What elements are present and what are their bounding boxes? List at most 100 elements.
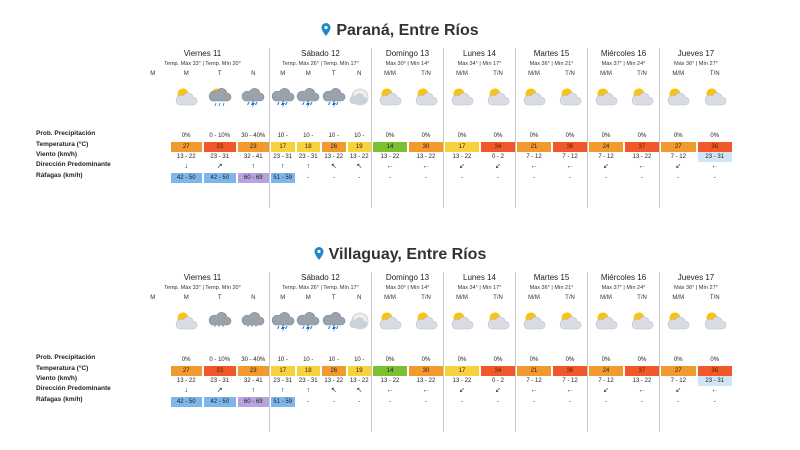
wind-cell [137, 376, 169, 386]
sun-cloud-icon [522, 310, 546, 332]
day-max-min: Máx 36° | Mín 27° [674, 285, 718, 291]
temp-cell: 19 [347, 142, 371, 152]
moon-cloud-icon [347, 310, 371, 332]
gust-cell: 60 - 69 [237, 173, 269, 183]
temp-cell: 17 [445, 142, 479, 152]
sun-cloud-icon [522, 86, 546, 108]
temp-cell: 30 [409, 142, 443, 152]
temp-cell: 19 [347, 366, 371, 376]
day-max-min: Máx 34° | Mín 17° [457, 285, 502, 291]
day-max-min: Temp. Máx 26° | Temp. Mín 17° [282, 61, 359, 67]
precip-cell: 0% [385, 357, 395, 363]
temp-cell: 36 [553, 366, 587, 376]
precip-cell: 0% [181, 133, 191, 139]
day-column: Domingo 13 Máx 30° | Mín 14° M/M 0% 14 13 - 2… [372, 48, 444, 208]
period-label: M [305, 295, 311, 301]
precip-cell: 30 - 40% [241, 133, 266, 139]
period-label: M/M [672, 295, 685, 301]
temp-cell: 34 [481, 366, 515, 376]
gust-cell: - [533, 175, 535, 181]
day-column: Sábado 12 Temp. Máx 26° | Temp. Mín 17° M 1… [270, 272, 372, 432]
wind-cell: 13 - 22 [349, 378, 369, 384]
precip-cell: 10 - 40% [353, 357, 365, 373]
period-label: M [280, 295, 286, 301]
wind-cell: 23 - 31 [273, 378, 293, 384]
gust-cell: - [461, 175, 463, 181]
precip-cell: 0% [710, 357, 720, 363]
gust-cell: - [713, 399, 716, 405]
direction-arrow: ↑ [306, 387, 311, 394]
day-max-min: Temp. Máx 33° | Temp. Mín 20° [164, 285, 241, 291]
temp-cell: 27 [661, 366, 696, 376]
day-column: Martes 15 Máx 36° | Mín 21° M/M 0% 21 7 - 12 ←… [516, 272, 588, 432]
precip-cell: 30 - 40% [241, 357, 266, 363]
day-name: Miércoles 16 [600, 273, 647, 282]
precip-cell: 0% [421, 133, 431, 139]
storm-icon [322, 86, 346, 108]
direction-arrow: ↖ [356, 163, 363, 170]
gust-cell: - [641, 175, 643, 181]
sun-cloud-icon [594, 310, 618, 332]
temp-cell: 36 [697, 366, 732, 376]
direction-arrow [137, 162, 169, 172]
temp-cell: 17 [445, 366, 479, 376]
precip-cell: 10 - 40% [328, 357, 340, 373]
wind-cell: 23 - 31 [210, 154, 230, 160]
precip-cell: 0% [673, 357, 683, 363]
sun-cloud-icon [630, 310, 654, 332]
sun-cloud-icon [703, 310, 727, 332]
precip-cell: 0% [457, 133, 467, 139]
day-name: Lunes 14 [463, 49, 496, 58]
precip-cell: 0% [457, 357, 467, 363]
period-label: M/M [456, 295, 468, 301]
precip-cell [137, 131, 169, 141]
sun-cloud-icon [486, 86, 510, 108]
direction-arrow: ↑ [306, 163, 311, 170]
direction-arrow: ↑ [281, 387, 285, 394]
gust-cell: - [307, 399, 310, 405]
gust-cell: - [332, 399, 335, 405]
wind-cell: 7 - 12 [598, 378, 614, 384]
row-label: Ráfagas (km/h) [36, 396, 83, 403]
gust-cell: - [358, 399, 361, 405]
gust-cell: - [389, 399, 391, 405]
temp-cell: 26 [322, 366, 346, 376]
temp-cell: 24 [589, 366, 623, 376]
day-column: Viernes 11 Temp. Máx 33° | Temp. Mín 20° M… [136, 48, 270, 208]
temp-cell: 36 [553, 142, 587, 152]
temp-cell: 36 [697, 142, 732, 152]
gust-cell: 51 - 59 [271, 397, 295, 407]
partly-cloudy-icon [174, 310, 198, 332]
sun-cloud-icon [414, 310, 438, 332]
gust-cell [137, 173, 169, 183]
gust-cell: - [677, 399, 680, 405]
direction-arrow: ← [638, 387, 646, 394]
precip-cell: 0% [673, 133, 683, 139]
day-name: Martes 15 [533, 49, 570, 58]
period-label: M [280, 71, 286, 77]
day-name: Miércoles 16 [600, 49, 647, 58]
precip-cell: 10 - 40% [302, 357, 314, 373]
period-label: M/M [384, 295, 396, 301]
period-label: M/M [600, 295, 612, 301]
wind-cell: 7 - 12 [670, 378, 686, 384]
wind-cell: 7 - 12 [670, 154, 686, 160]
gust-cell: - [461, 399, 463, 405]
period-label: T/N [709, 71, 720, 77]
direction-arrow: ↑ [251, 163, 256, 170]
direction-arrow: ↙ [495, 387, 501, 394]
temp-cell: 17 [271, 366, 295, 376]
day-max-min: Máx 34° | Mín 17° [457, 61, 502, 67]
city-title: Paraná, Entre Ríos [0, 22, 800, 40]
wind-cell: 23 - 31 [697, 376, 732, 386]
direction-arrow: ↙ [459, 387, 465, 394]
wind-cell: 13 - 22 [416, 378, 436, 384]
wind-cell: 13 - 22 [324, 378, 344, 384]
period-label: N [251, 295, 256, 301]
period-label: T/N [709, 295, 720, 301]
row-label: Temperatura (°C) [36, 365, 89, 372]
period-label: M/M [600, 71, 612, 77]
gust-cell: 42 - 50 [204, 173, 236, 183]
gust-cell: - [307, 175, 310, 181]
direction-arrow: ↙ [495, 163, 501, 170]
